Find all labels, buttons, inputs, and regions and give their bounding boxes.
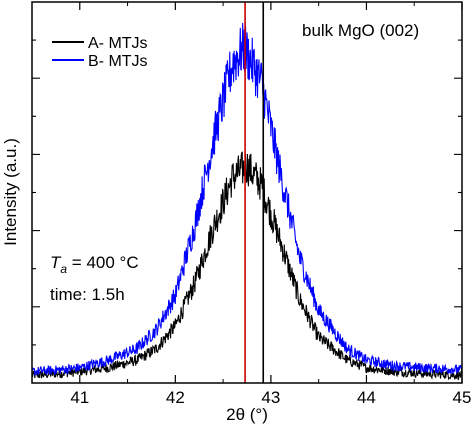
- x-tick-label-43: 43: [261, 388, 280, 407]
- bulk-mgo-label: bulk MgO (002): [302, 21, 419, 40]
- x-axis-title: 2θ (°): [226, 405, 268, 424]
- legend: A- MTJs B- MTJs: [52, 35, 148, 70]
- x-tick-label-41: 41: [70, 388, 89, 407]
- legend-label-b: B- MTJs: [88, 53, 148, 70]
- tick-label-layer: 41 42 43 44 45: [70, 388, 471, 407]
- series-layer: [31, 23, 463, 381]
- tick-layer: [31, 2, 463, 383]
- x-tick-label-45: 45: [453, 388, 472, 407]
- x-tick-label-44: 44: [357, 388, 376, 407]
- series-b-group: [31, 23, 463, 376]
- series-line-b: [31, 23, 463, 376]
- x-tick-label-42: 42: [166, 388, 185, 407]
- ta-symbol: T: [50, 253, 62, 272]
- reference-lines: [244, 2, 265, 383]
- anneal-time-label: time: 1.5h: [50, 285, 125, 304]
- y-axis-title: Intensity (a.u.): [1, 138, 20, 246]
- legend-label-a: A- MTJs: [88, 35, 148, 52]
- ta-value: = 400 °C: [67, 253, 139, 272]
- ta-subscript: a: [60, 262, 67, 276]
- anneal-temperature-label: Ta = 400 °C: [50, 253, 139, 276]
